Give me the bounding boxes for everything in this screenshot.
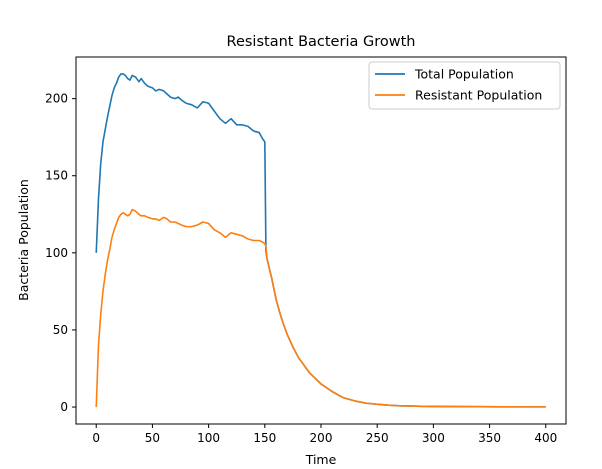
y-axis-label: Bacteria Population	[16, 179, 31, 301]
legend-box	[368, 61, 561, 110]
x-tick-label: 0	[92, 431, 100, 445]
y-axis: 0 50 100 150 200	[45, 92, 76, 414]
x-tick-label: 150	[253, 431, 276, 445]
x-tick-label: 300	[422, 431, 445, 445]
chart-title: Resistant Bacteria Growth	[227, 34, 416, 50]
x-tick-label: 50	[145, 431, 160, 445]
x-tick-label: 250	[366, 431, 389, 445]
y-tick-label: 100	[45, 246, 68, 260]
y-tick-label: 150	[45, 169, 68, 183]
y-tick-label: 0	[60, 400, 68, 414]
x-tick-label: 200	[310, 431, 333, 445]
x-tick-label: 100	[197, 431, 220, 445]
series-line-2	[95, 208, 546, 408]
x-axis-label: Time	[305, 452, 337, 467]
y-tick-label: 200	[45, 92, 68, 106]
legend-entry-2: Resistant Population	[415, 88, 542, 103]
x-tick-label: 400	[534, 431, 557, 445]
y-tick-label: 50	[53, 323, 68, 337]
plot-area	[95, 73, 546, 408]
legend-entry-1: Total Population	[414, 67, 514, 82]
legend: Total Population Resistant Population	[368, 61, 561, 110]
x-axis: 0 50 100 150 200 250 300 350 400	[92, 424, 557, 445]
x-tick-label: 350	[478, 431, 501, 445]
